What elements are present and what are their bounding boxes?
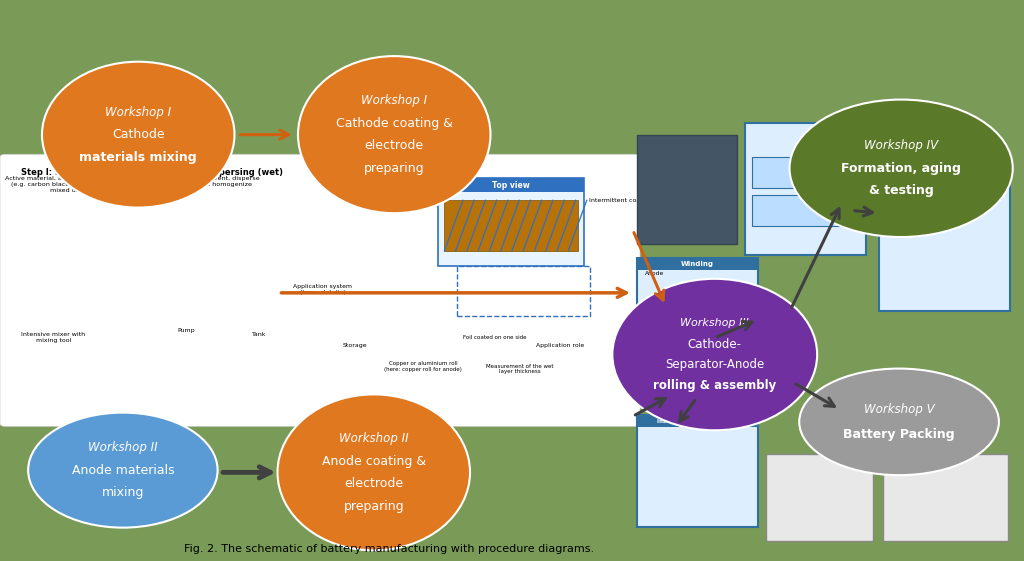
Text: Pump: Pump (177, 328, 196, 333)
Text: Anode coating &: Anode coating & (322, 454, 426, 468)
Bar (637, 258, 758, 373)
Text: and homogenize: and homogenize (199, 182, 252, 187)
FancyBboxPatch shape (438, 178, 584, 266)
Bar (438, 178, 584, 192)
Text: Center pin: Center pin (698, 321, 730, 327)
Text: electrode: electrode (365, 139, 424, 153)
Text: Copper or aluminium roll
(here: copper roll for anode): Copper or aluminium roll (here: copper r… (384, 361, 462, 371)
Text: Anode materials: Anode materials (72, 463, 174, 477)
Bar (752, 157, 860, 188)
Text: Testing: Testing (930, 158, 958, 163)
Text: Workshop V: Workshop V (864, 403, 934, 416)
Text: Foil coated on one side: Foil coated on one side (463, 335, 526, 340)
Text: materials mixing: materials mixing (80, 150, 197, 164)
Text: Workshop I: Workshop I (105, 105, 171, 119)
Bar (883, 454, 1008, 541)
Bar (444, 200, 578, 251)
Text: Cathode-: Cathode- (688, 338, 741, 351)
Text: Winding: Winding (681, 261, 714, 267)
Ellipse shape (612, 279, 817, 430)
Text: Active material, additives if necessary: Active material, additives if necessary (5, 176, 128, 181)
Text: Cathode: Cathode (698, 302, 724, 307)
Text: preparing: preparing (364, 162, 425, 175)
Text: Intermittent coating: Intermittent coating (589, 198, 652, 203)
Text: Measurement of the wet
layer thickness: Measurement of the wet layer thickness (486, 364, 554, 374)
Text: Separator: Separator (693, 282, 723, 287)
Text: Anode: Anode (645, 271, 665, 276)
Text: Tank: Tank (252, 332, 266, 337)
Ellipse shape (790, 100, 1013, 237)
Text: Fig. 2. The schematic of battery manufacturing with procedure diagrams.: Fig. 2. The schematic of battery manufac… (184, 544, 594, 554)
Text: Workshop II: Workshop II (88, 441, 158, 454)
Bar (637, 415, 758, 527)
Ellipse shape (28, 413, 218, 527)
Text: Workshop II: Workshop II (339, 432, 409, 445)
Text: Storage: Storage (343, 343, 368, 348)
Bar (637, 135, 737, 244)
Text: mixed dry: mixed dry (50, 188, 83, 193)
FancyBboxPatch shape (0, 154, 640, 426)
Bar (879, 154, 1010, 311)
Text: (e.g. carbon black) and binder are: (e.g. carbon black) and binder are (11, 182, 122, 187)
Text: Workshop I: Workshop I (361, 94, 427, 108)
Bar (752, 195, 860, 226)
Bar (879, 154, 1010, 167)
Text: Insertion into the housing: Insertion into the housing (657, 419, 737, 424)
Text: electrode: electrode (344, 477, 403, 490)
Text: Application role: Application role (536, 343, 585, 348)
Text: Top view: Top view (493, 181, 529, 190)
Bar (766, 454, 873, 541)
Ellipse shape (278, 394, 470, 550)
Text: Formation, aging: Formation, aging (841, 162, 962, 175)
Text: Battery Packing: Battery Packing (843, 428, 955, 441)
Text: Application system
(here: slot die): Application system (here: slot die) (293, 284, 352, 295)
Text: preparing: preparing (343, 499, 404, 513)
Text: Workshop III: Workshop III (680, 319, 750, 328)
Text: rolling & assembly: rolling & assembly (653, 379, 776, 392)
Text: Step I: Mixing (dry): Step I: Mixing (dry) (20, 168, 113, 177)
Text: mixing: mixing (101, 486, 144, 499)
Ellipse shape (799, 369, 999, 475)
Bar (637, 415, 758, 427)
Text: Intensive mixer with
mixing tool: Intensive mixer with mixing tool (22, 332, 85, 343)
Bar (637, 258, 758, 270)
Text: Workshop IV: Workshop IV (864, 139, 938, 153)
Text: Cathode: Cathode (112, 128, 165, 141)
Text: Separator-Anode: Separator-Anode (666, 358, 764, 371)
Ellipse shape (298, 56, 490, 213)
Text: Step II: Dispersing (wet): Step II: Dispersing (wet) (167, 168, 284, 177)
Text: Add solvent, disperse: Add solvent, disperse (190, 176, 260, 181)
Text: & testing: & testing (868, 184, 934, 197)
Bar (745, 123, 866, 255)
Ellipse shape (42, 62, 234, 208)
Bar (457, 266, 590, 316)
Text: Cathode coating &: Cathode coating & (336, 117, 453, 130)
